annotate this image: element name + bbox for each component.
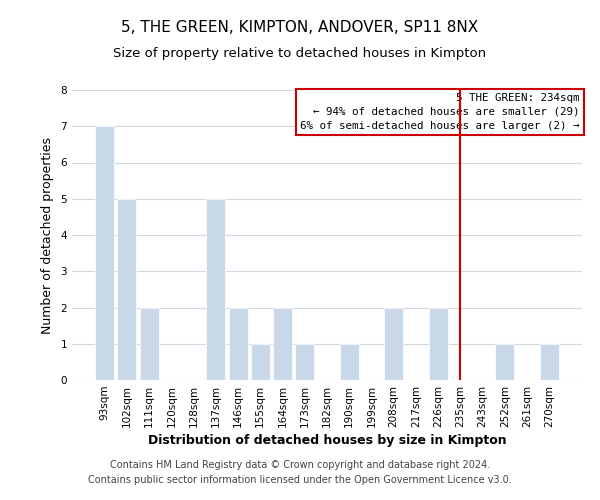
- Bar: [229, 308, 248, 380]
- Bar: [118, 198, 136, 380]
- Bar: [429, 308, 448, 380]
- Y-axis label: Number of detached properties: Number of detached properties: [41, 136, 53, 334]
- Bar: [340, 344, 359, 380]
- Bar: [295, 344, 314, 380]
- Bar: [540, 344, 559, 380]
- Text: 5, THE GREEN, KIMPTON, ANDOVER, SP11 8NX: 5, THE GREEN, KIMPTON, ANDOVER, SP11 8NX: [121, 20, 479, 35]
- Bar: [95, 126, 114, 380]
- Bar: [206, 198, 225, 380]
- Bar: [384, 308, 403, 380]
- Bar: [273, 308, 292, 380]
- Text: 5 THE GREEN: 234sqm
← 94% of detached houses are smaller (29)
6% of semi-detache: 5 THE GREEN: 234sqm ← 94% of detached ho…: [300, 93, 580, 131]
- Bar: [140, 308, 158, 380]
- Bar: [496, 344, 514, 380]
- X-axis label: Distribution of detached houses by size in Kimpton: Distribution of detached houses by size …: [148, 434, 506, 447]
- Text: Size of property relative to detached houses in Kimpton: Size of property relative to detached ho…: [113, 48, 487, 60]
- Bar: [251, 344, 270, 380]
- Text: Contains HM Land Registry data © Crown copyright and database right 2024.
Contai: Contains HM Land Registry data © Crown c…: [88, 460, 512, 485]
